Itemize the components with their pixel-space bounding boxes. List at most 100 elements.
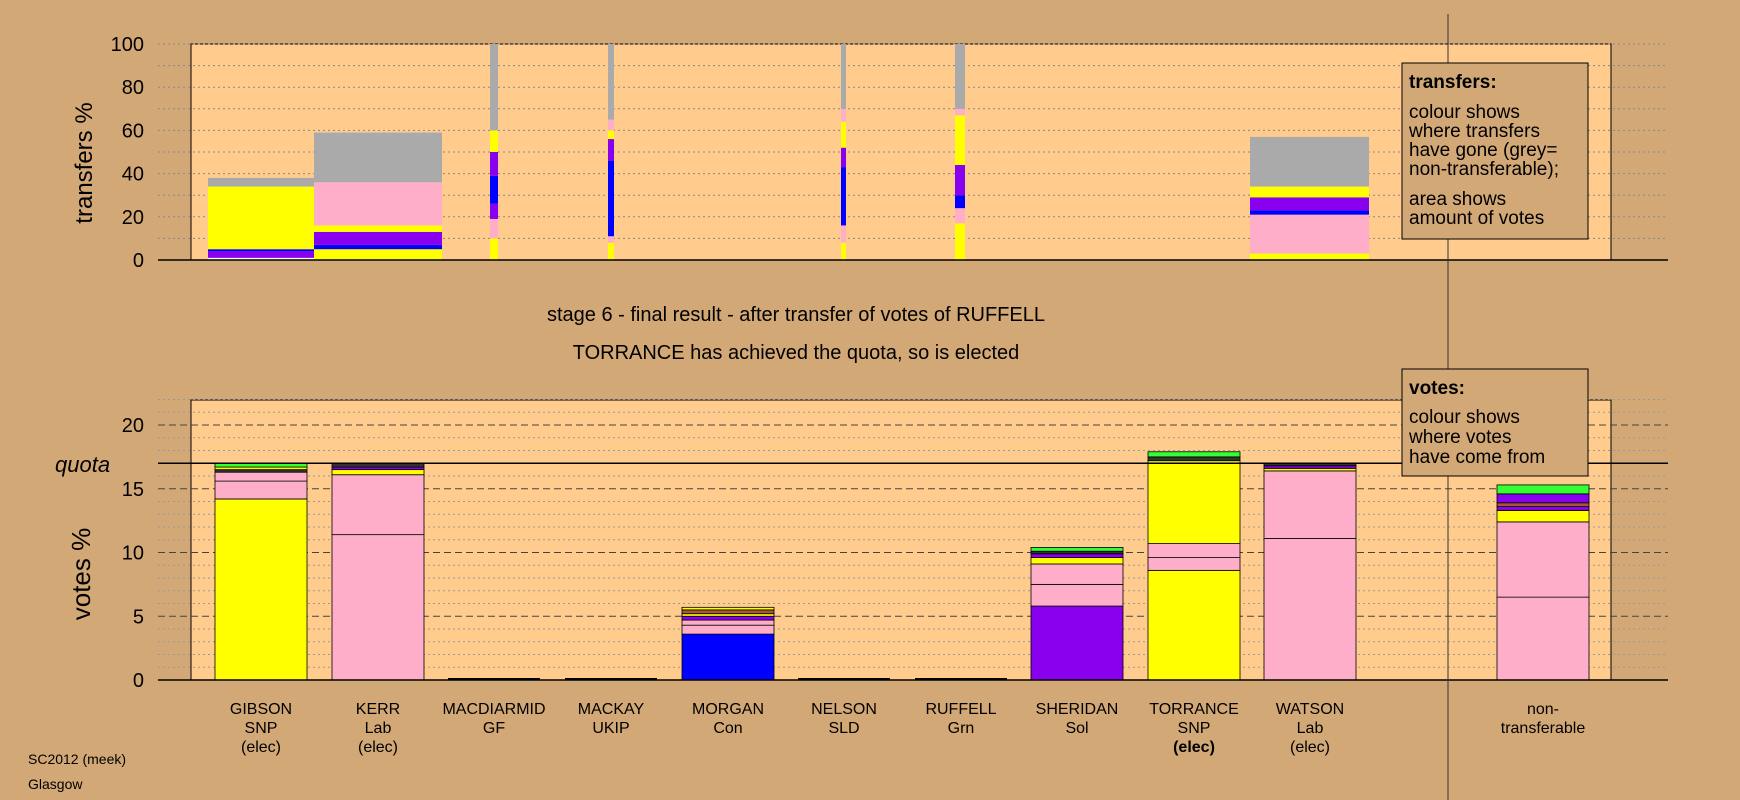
votes-tick-label: 20 [122,415,144,437]
votes-tick-label: 10 [122,543,144,565]
category-label: UKIP [592,720,629,737]
transfer-bar-segment [208,186,314,250]
vote-bar-segment [331,474,425,536]
category-label: SNP [245,720,278,737]
transfer-bar-segment [608,236,614,243]
category-label: Lab [1297,720,1324,737]
category-label: MACDIARMID [442,701,545,718]
vote-bar-segment [681,619,775,626]
vote-bar-segment [1147,569,1241,681]
transfer-bar-segment [955,195,965,209]
transfer-bar-segment [608,139,614,161]
vote-bar-segment [214,480,308,500]
transfers-y-axis-label: transfers % [71,102,98,223]
votes-legend-line: have come from [1409,447,1545,468]
votes-bars [214,451,1590,681]
transfer-bar-segment [841,147,846,168]
transfer-bar-segment [1250,210,1369,215]
category-label: SHERIDAN [1036,701,1119,718]
category-label: Grn [948,720,975,737]
transfers-tick-label: 40 [122,164,144,186]
transfer-bar-segment [608,119,614,131]
category-label: Con [713,720,742,737]
vote-bar-segment [214,498,308,681]
category-label: WATSON [1276,701,1344,718]
category-label: Lab [365,720,392,737]
vote-bar-segment [331,534,425,681]
transfer-bar-segment [314,249,442,260]
category-label: (elec) [241,739,281,756]
category-label: MACKAY [578,701,645,718]
vote-bar-segment [1263,470,1357,539]
votes-legend-box [1401,368,1589,477]
transfers-legend-line: non-transferable); [1409,159,1559,180]
vote-bar-segment [1147,543,1241,559]
transfers-legend-line: amount of votes [1409,208,1544,229]
transfers-tick-label: 100 [111,34,144,56]
vote-bar-segment [1147,557,1241,571]
category-label: (elec) [1173,739,1215,756]
transfer-bar-segment [490,152,498,176]
transfers-legend-line: area shows [1409,189,1506,210]
vote-bar-segment [1147,456,1241,462]
transfer-bar-segment [955,208,965,224]
transfers-legend-line: colour shows [1409,102,1520,123]
transfer-bar-segment [490,218,498,239]
footer-source: SC2012 (meek) [28,751,126,767]
transfer-bar-segment [841,167,846,226]
transfer-bar-segment [314,225,442,232]
vote-bar-segment [1496,521,1590,598]
transfers-legend-box [1401,62,1589,240]
vote-bar-segment [1263,538,1357,681]
category-label: RUFFELL [925,701,996,718]
category-label: TORRANCE [1149,701,1239,718]
transfer-bar-segment [490,130,498,152]
transfer-bar-segment [841,108,846,122]
transfer-bar-segment [955,44,965,109]
transfer-bar-segment [955,115,965,165]
vote-bar-segment [681,609,775,615]
transfer-bar-segment [608,242,614,260]
transfer-bar-segment [314,231,442,245]
transfer-bar-segment [955,164,965,196]
category-label: MORGAN [692,701,764,718]
transfers-tick-label: 60 [122,120,144,142]
category-label: GIBSON [230,701,292,718]
votes-legend-title: votes: [1409,378,1465,399]
vote-bar-segment [1496,484,1590,495]
transfers-tick-label: 80 [122,77,144,99]
transfer-bar-segment [1250,186,1369,198]
vote-bar-segment [681,606,775,611]
transfers-bars [208,44,1369,260]
vote-bar-segment [214,471,308,482]
transfer-bar-segment [1250,214,1369,254]
vote-bar-segment [1147,451,1241,458]
transfer-bar-segment [490,175,498,204]
transfer-bar-segment [314,132,442,183]
category-label: (elec) [1290,739,1330,756]
vote-bar-segment [1030,583,1124,607]
category-label: SNP [1178,720,1211,737]
vote-bar-segment [681,633,775,681]
transfers-tick-label: 0 [133,250,144,272]
transfer-bar-segment [490,238,498,260]
vote-bar-segment [1030,563,1124,585]
transfers-tick-labels: 0 20 40 60 80 100 [111,34,144,272]
vote-bar-segment [331,469,425,476]
transfers-legend-title: transfers: [1409,72,1497,93]
category-label: SLD [828,720,859,737]
transfer-bar-segment [314,182,442,226]
transfer-bar-segment [490,44,498,131]
vote-bar-segment [1030,547,1124,552]
votes-tick-label: 0 [133,670,144,692]
vote-bar-segment [1030,605,1124,681]
transfer-bar-segment [208,177,314,187]
transfer-bar-segment [608,160,614,237]
category-label: transferable [1501,720,1586,737]
transfer-bar-segment [1250,197,1369,211]
category-label: Sol [1065,720,1088,737]
transfer-bar-segment [208,249,314,252]
vote-bar-segment [1030,553,1124,559]
vote-bar-segment [681,615,775,621]
